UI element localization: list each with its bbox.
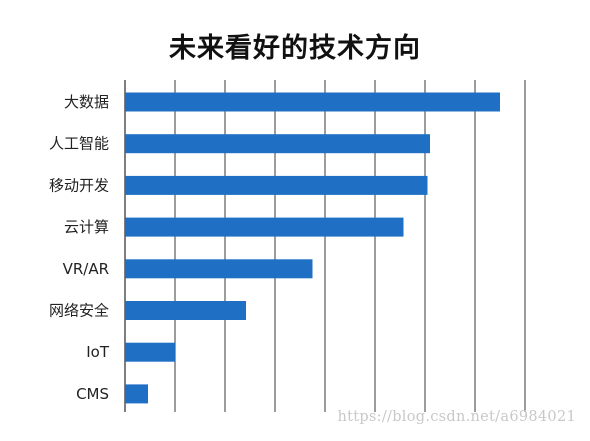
chart-title: 未来看好的技术方向 (169, 33, 421, 64)
category-label: CMS (76, 385, 109, 403)
category-label: 人工智能 (49, 135, 109, 153)
watermark: https://blog.csdn.net/a6984021 (337, 409, 576, 425)
category-label: IoT (86, 343, 110, 361)
grid-lines (124, 80, 526, 412)
bar (125, 301, 246, 320)
category-label: VR/AR (63, 260, 109, 278)
category-label: 云计算 (64, 218, 109, 236)
bar (125, 175, 428, 195)
bars (125, 92, 500, 404)
bar (125, 384, 148, 404)
category-label: 移动开发 (49, 176, 109, 194)
bar (125, 134, 430, 154)
bar (125, 259, 313, 279)
bar (125, 92, 500, 112)
bar (125, 217, 404, 237)
bar (125, 342, 175, 362)
category-label: 网络安全 (49, 302, 109, 320)
category-label: 大数据 (64, 93, 109, 111)
